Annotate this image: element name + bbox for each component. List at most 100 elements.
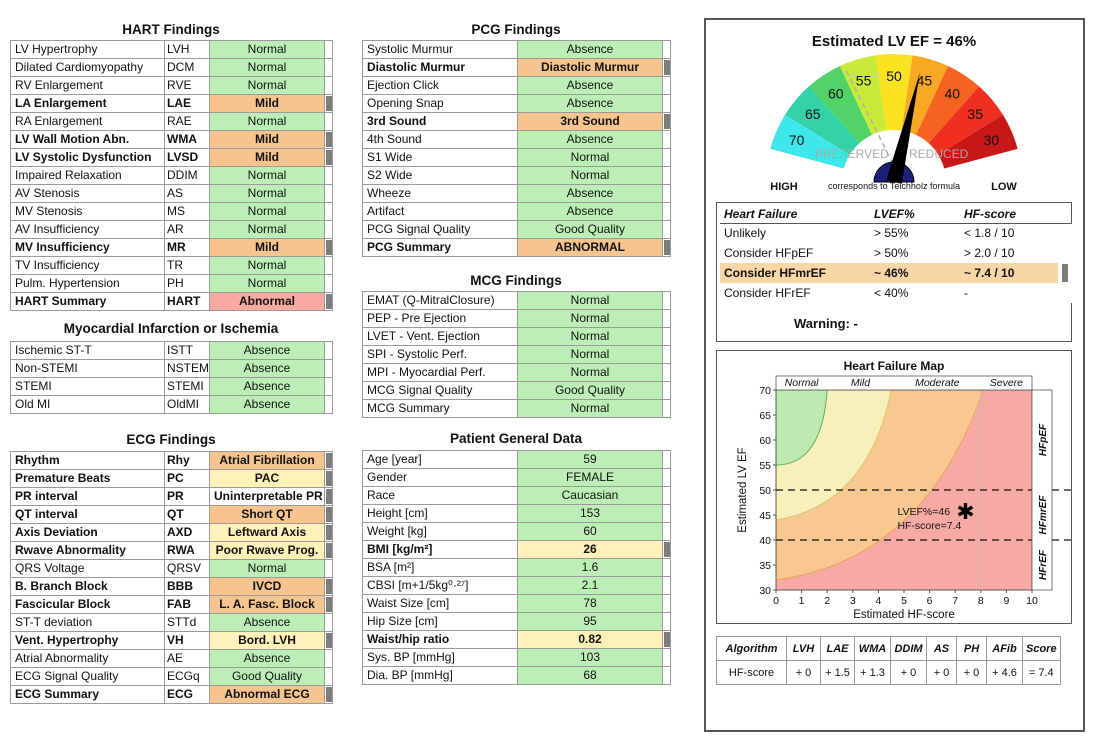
gauge-segment-45 bbox=[901, 55, 949, 135]
finding-name: STEMI bbox=[10, 377, 165, 396]
flag-cell bbox=[662, 166, 671, 185]
mi-findings-table: Ischemic ST-T ISTT Absence Non-STEMI NSTEMI A… bbox=[10, 341, 333, 414]
hf-header-type: Heart Failure bbox=[720, 205, 870, 224]
top-label-normal: Normal bbox=[785, 377, 820, 389]
top-label-band bbox=[775, 375, 1033, 391]
finding-name: LV Wall Motion Abn. bbox=[10, 130, 165, 149]
gauge-title: Estimated LV EF = 46% bbox=[812, 33, 976, 50]
abnormal-flag-bar bbox=[325, 453, 332, 468]
gauge-tick-label: 60 bbox=[828, 85, 844, 101]
hf-cell-score: < 1.8 / 10 bbox=[964, 226, 1015, 241]
flag-cell bbox=[1058, 223, 1072, 243]
mi-row-old-mi: Old MI OldMI Absence bbox=[10, 395, 333, 414]
y-tick-label: 45 bbox=[759, 510, 771, 522]
finding-name: Pulm. Hypertension bbox=[10, 274, 165, 293]
algo-value-score: = 7.4 bbox=[1022, 660, 1061, 685]
finding-value: FEMALE bbox=[517, 468, 663, 487]
hart-row-mv-stenosis: MV Stenosis MS Normal bbox=[10, 202, 333, 221]
flag-cell bbox=[324, 256, 333, 275]
finding-value: Normal bbox=[209, 112, 325, 131]
finding-name: BMI [kg/m²] bbox=[362, 540, 518, 559]
flag-cell bbox=[662, 450, 671, 469]
abnormal-flag-bar bbox=[325, 294, 332, 309]
finding-name: QT interval bbox=[10, 505, 165, 524]
flag-cell bbox=[324, 451, 333, 470]
abnormal-flag-bar bbox=[1062, 264, 1068, 282]
gauge-needle bbox=[886, 73, 920, 184]
finding-value: Absence bbox=[517, 76, 663, 95]
finding-abbr: MR bbox=[164, 238, 210, 257]
finding-name: ECG Signal Quality bbox=[10, 667, 165, 686]
finding-name: MCG Summary bbox=[362, 399, 518, 418]
y-tick-label: 30 bbox=[759, 585, 771, 597]
flag-cell bbox=[324, 595, 333, 614]
finding-name: MV Insufficiency bbox=[10, 238, 165, 257]
abnormal-flag-bar bbox=[325, 240, 332, 255]
finding-value: Bord. LVH bbox=[209, 631, 325, 650]
hf-cell-score: - bbox=[964, 286, 968, 300]
finding-value: Leftward Axis bbox=[209, 523, 325, 542]
flag-cell bbox=[324, 541, 333, 560]
finding-name: Wheeze bbox=[362, 184, 518, 203]
ef-summary-panel bbox=[704, 18, 1085, 732]
finding-value: Normal bbox=[517, 345, 663, 364]
finding-value: Absence bbox=[517, 202, 663, 221]
finding-value: Absence bbox=[517, 94, 663, 113]
flag-cell bbox=[324, 559, 333, 578]
mi-title: Myocardial Infarction or Ischemia bbox=[63, 321, 279, 336]
gauge-tick-label: 30 bbox=[984, 132, 1000, 148]
algo-header-ddim: DDIM bbox=[890, 636, 927, 661]
flag-cell bbox=[662, 630, 671, 649]
hf-cell-label: Unlikely bbox=[724, 226, 767, 241]
mi-row-ischemic-st-t: Ischemic ST-T ISTT Absence bbox=[10, 341, 333, 360]
flag-cell bbox=[324, 377, 333, 396]
finding-name: PCG Summary bbox=[362, 238, 518, 257]
finding-value: ABNORMAL bbox=[517, 238, 663, 257]
flag-cell bbox=[662, 40, 671, 59]
algo-header-algorithm: Algorithm bbox=[716, 636, 787, 661]
gauge-segment-60 bbox=[808, 65, 873, 144]
mcg-row-pep-pre-ejection: PEP - Pre Ejection Normal bbox=[362, 309, 671, 328]
hf-row-consider-hfref: Consider HFrEF < 40% - bbox=[720, 283, 1072, 303]
hf-row-consider-hfpef: Consider HFpEF > 50% > 2.0 / 10 bbox=[720, 243, 1072, 263]
finding-value: 78 bbox=[517, 594, 663, 613]
hart-row-hart-summary: HART Summary HART Abnormal bbox=[10, 292, 333, 311]
finding-value: Atrial Fibrillation bbox=[209, 451, 325, 470]
finding-name: S1 Wide bbox=[362, 148, 518, 167]
flag-cell bbox=[1058, 283, 1072, 303]
finding-value: Absence bbox=[209, 649, 325, 668]
gauge-tick-label: 70 bbox=[789, 132, 805, 148]
finding-name: EMAT (Q-MitralClosure) bbox=[362, 291, 518, 310]
flag-cell bbox=[324, 577, 333, 596]
finding-name: LV Hypertrophy bbox=[10, 40, 165, 59]
finding-abbr: AS bbox=[164, 184, 210, 203]
y-tick-label: 60 bbox=[759, 435, 771, 447]
flag-cell bbox=[662, 291, 671, 310]
ecg-row-qt-interval: QT interval QT Short QT bbox=[10, 505, 333, 524]
mcg-row-emat-q-mitralclosure: EMAT (Q-MitralClosure) Normal bbox=[362, 291, 671, 310]
finding-value: 153 bbox=[517, 504, 663, 523]
flag-cell bbox=[662, 112, 671, 131]
warning-text: Warning: - bbox=[794, 316, 858, 331]
algo-header-score: Score bbox=[1022, 636, 1061, 661]
patient-row-gender: Gender FEMALE bbox=[362, 468, 671, 487]
finding-abbr: QT bbox=[164, 505, 210, 524]
finding-value: Absence bbox=[517, 40, 663, 59]
mi-row-non-stemi: Non-STEMI NSTEMI Absence bbox=[10, 359, 333, 378]
algo-value-lvh: + 0 bbox=[786, 660, 821, 685]
gauge-tick-label: 45 bbox=[917, 72, 933, 88]
top-label-severe: Severe bbox=[990, 377, 1023, 389]
finding-abbr: RWA bbox=[164, 541, 210, 560]
patient-row-hip-size-cm: Hip Size [cm] 95 bbox=[362, 612, 671, 631]
finding-value: Normal bbox=[209, 274, 325, 293]
y-tick-label: 40 bbox=[759, 535, 771, 547]
finding-value: Mild bbox=[209, 94, 325, 113]
finding-name: Old MI bbox=[10, 395, 165, 414]
x-tick-label: 8 bbox=[978, 595, 984, 607]
finding-name: Rhythm bbox=[10, 451, 165, 470]
finding-value: Normal bbox=[209, 559, 325, 578]
pcg-row-wheeze: Wheeze Absence bbox=[362, 184, 671, 203]
mcg-row-mcg-summary: MCG Summary Normal bbox=[362, 399, 671, 418]
finding-value: Absence bbox=[209, 395, 325, 414]
finding-name: PCG Signal Quality bbox=[362, 220, 518, 239]
